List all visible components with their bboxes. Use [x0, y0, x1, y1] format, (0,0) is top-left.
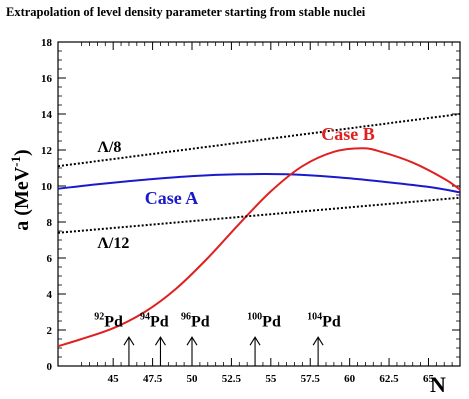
isotope-label: 92Pd	[94, 311, 123, 330]
series-line-case-a	[57, 173, 461, 194]
isotope-mass: 100	[247, 311, 262, 322]
chart-title: Extrapolation of level density parameter…	[6, 5, 366, 19]
x-tick-label: 45	[108, 373, 120, 385]
isotope-symbol: Pd	[191, 313, 210, 330]
y-axis-title-text: a (MeV-1)	[8, 149, 33, 230]
isotope-marker: 96Pd	[181, 311, 210, 366]
label-case-a: Case A	[145, 188, 199, 208]
series-line-a-12	[57, 196, 461, 234]
x-tick-label: 65	[423, 373, 435, 385]
isotope-symbol: Pd	[150, 313, 169, 330]
isotope-label: 104Pd	[307, 311, 341, 330]
series-line-a-8	[57, 113, 461, 168]
label-a-over-12: Λ/12	[97, 235, 129, 252]
isotope-arrow-head	[312, 336, 324, 346]
y-axis-title-close: )	[11, 149, 33, 156]
series-line-case-b	[57, 147, 461, 348]
x-axis-title: N	[430, 372, 446, 394]
isotope-marker: 92Pd	[94, 311, 135, 366]
y-tick-label: 8	[47, 217, 53, 229]
isotope-mass: 94	[140, 311, 150, 322]
isotope-mass: 92	[94, 311, 104, 322]
isotope-marker: 104Pd	[307, 311, 341, 366]
y-tick-label: 16	[41, 73, 53, 85]
isotope-symbol: Pd	[104, 313, 123, 330]
isotope-label: 94Pd	[140, 311, 169, 330]
isotope-arrow-head	[155, 336, 166, 346]
y-tick-label: 2	[47, 325, 53, 337]
y-tick-label: 6	[47, 253, 53, 265]
y-tick-label: 0	[47, 361, 53, 373]
label-case-b: Case B	[321, 124, 375, 144]
isotope-mass: 104	[307, 311, 322, 322]
axis-ticks: 0 2 4 6 8 10 12 14 16 18 45 47.5 50 52.5 55 57.5 60 62.5 6…	[41, 37, 460, 385]
isotope-mass: 96	[181, 311, 191, 322]
series-lines	[57, 113, 461, 348]
y-tick-label: 14	[41, 109, 53, 121]
y-axis-title-main: a (MeV	[11, 166, 33, 230]
y-tick-label: 4	[47, 289, 53, 301]
isotope-arrow-head	[123, 336, 135, 346]
isotope-label: 100Pd	[247, 311, 281, 330]
isotope-marker: 100Pd	[247, 311, 281, 366]
y-tick-label: 12	[41, 145, 53, 157]
isotope-symbol: Pd	[262, 313, 281, 330]
y-tick-label: 10	[41, 181, 53, 193]
x-tick-label: 47.5	[143, 373, 163, 385]
isotope-symbol: Pd	[322, 313, 341, 330]
x-tick-label: 57.5	[301, 373, 321, 385]
y-axis-title-sup: -1	[8, 156, 23, 167]
x-tick-label: 62.5	[379, 373, 399, 385]
isotope-arrow-head	[249, 336, 261, 346]
x-tick-label: 55	[265, 373, 277, 385]
label-a-over-8: Λ/8	[97, 139, 121, 156]
x-tick-label: 52.5	[222, 373, 242, 385]
x-tick-label: 50	[187, 373, 199, 385]
y-axis-title: a (MeV-1)	[8, 149, 33, 230]
isotope-label: 96Pd	[181, 311, 210, 330]
x-tick-label: 60	[344, 373, 356, 385]
isotope-marker: 94Pd	[140, 311, 169, 366]
y-tick-label: 18	[41, 37, 53, 49]
isotope-arrow-head	[186, 336, 198, 346]
